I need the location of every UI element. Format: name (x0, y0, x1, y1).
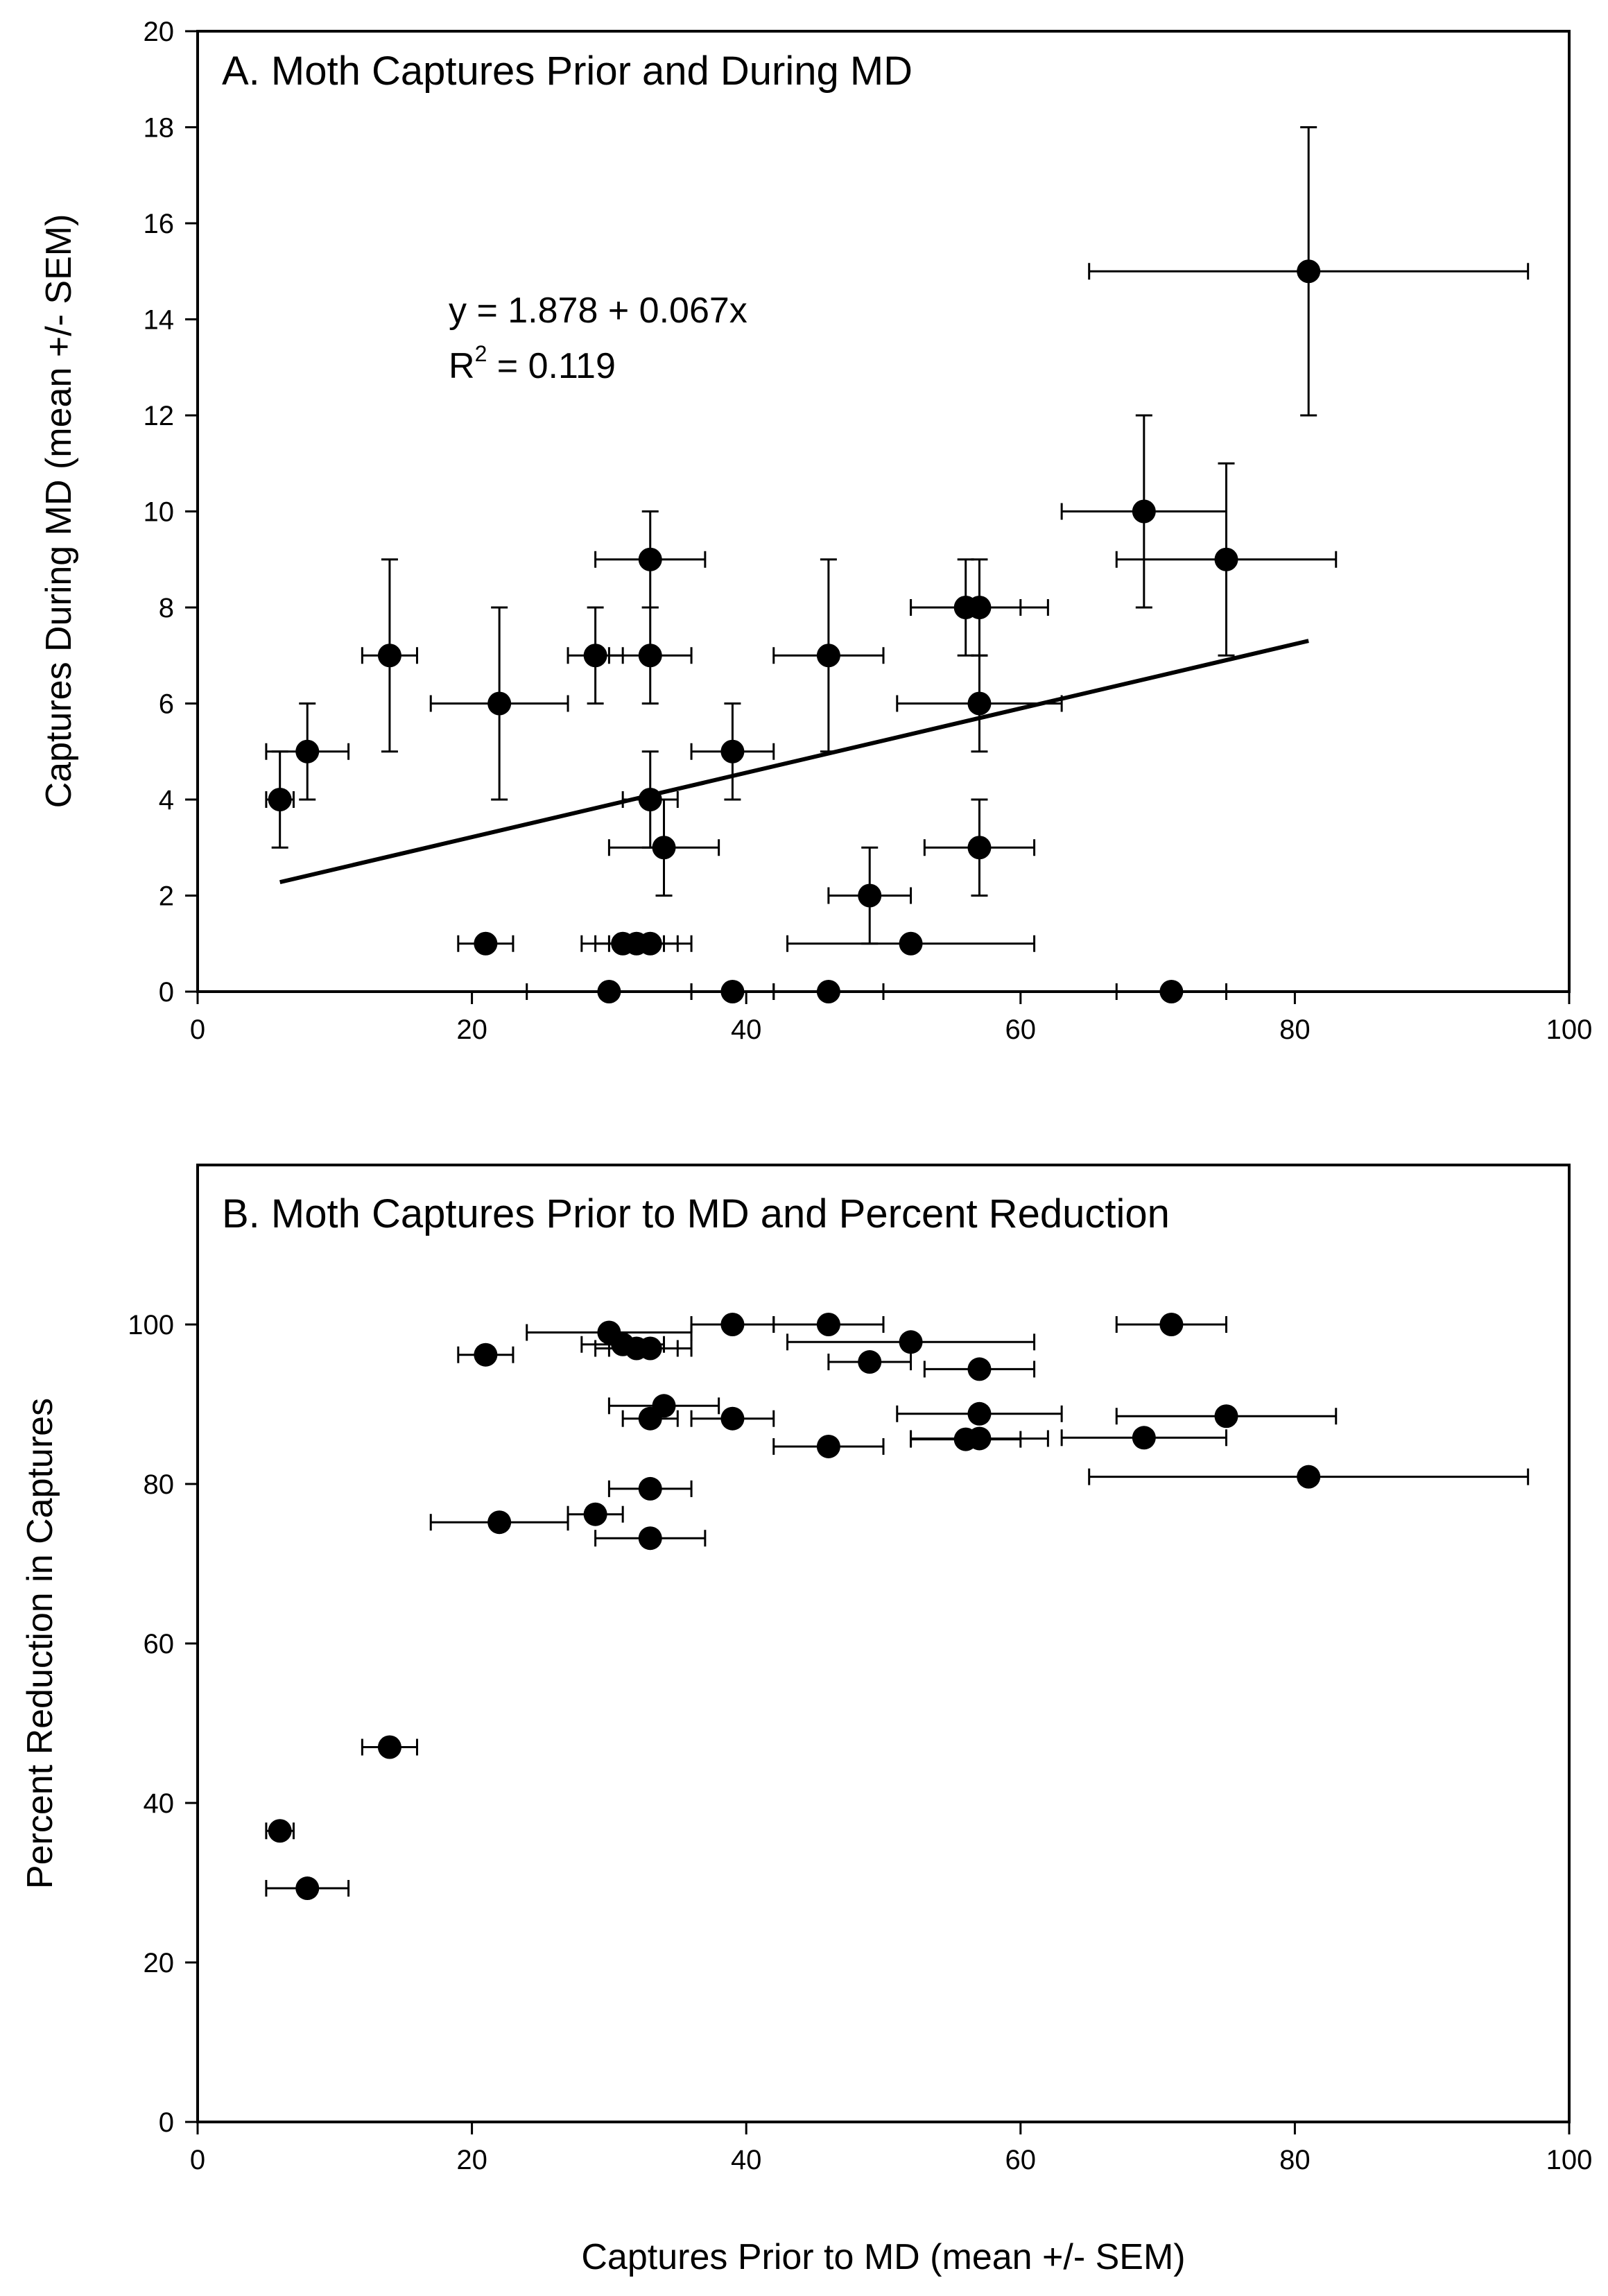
panel-a-data-point (1297, 259, 1321, 284)
panel-b-data-point (858, 1350, 882, 1374)
panel-a: 0 20 40 60 80 100 0 2 4 6 8 10 12 14 16 18 20 A. Moth Ca… (39, 17, 1592, 1045)
panel-a-data-point (1159, 980, 1184, 1003)
regression-equation: y = 1.878 + 0.067x (449, 291, 747, 331)
panel-a-data-point (1132, 499, 1156, 524)
panel-a-data-point (638, 644, 662, 668)
panel-a-data-point (816, 980, 840, 1003)
panel-b-data-point (638, 1476, 662, 1501)
panel-a-data-point (720, 739, 745, 763)
panel-a-data-point (1214, 547, 1238, 571)
panel-b-data-point (967, 1426, 992, 1451)
panel-b-y-tick-label: 60 (144, 1629, 175, 1659)
panel-b-data-point (899, 1330, 923, 1354)
panel-a-x-tick-label: 40 (731, 1015, 762, 1045)
panel-a-data-point (816, 644, 840, 668)
panel-a-data-point (967, 836, 992, 860)
panel-a-data-point (377, 644, 401, 668)
panel-a-y-tick-label: 0 (159, 977, 174, 1008)
panel-a-data-point (295, 739, 320, 763)
panel-b-x-tick-label: 100 (1546, 2145, 1593, 2175)
panel-a-y-tick-label: 6 (159, 689, 174, 720)
panel-b-data-point (487, 1510, 512, 1535)
panel-b-data-point (816, 1313, 840, 1336)
panel-a-y-tick-label: 14 (144, 305, 175, 336)
panel-b-data-point (268, 1819, 292, 1843)
panel-b-y-axis-title: Percent Reduction in Captures (20, 1398, 60, 1889)
r-squared-value: = 0.119 (487, 346, 616, 386)
panel-b-x-tick-label: 20 (456, 2145, 487, 2175)
panel-a-y-tick-label: 10 (144, 497, 175, 528)
panel-a-x-tick-label: 100 (1546, 1015, 1593, 1045)
panel-a-x-tick-label: 20 (456, 1015, 487, 1045)
panel-a-y-axis-title: Captures During MD (mean +/- SEM) (39, 214, 79, 809)
panel-a-y-tick-label: 12 (144, 401, 175, 431)
panel-b-y-tick-label: 40 (144, 1788, 175, 1819)
panel-a-x-tick-label: 60 (1005, 1015, 1037, 1045)
panel-a-x-tick-label: 0 (190, 1015, 205, 1045)
r-squared-prefix: R (449, 346, 475, 386)
panel-b-data-point (638, 1336, 662, 1361)
panel-b-x-tick-label: 40 (731, 2145, 762, 2175)
panel-b-y-tick-label: 0 (159, 2107, 174, 2138)
panel-a-y-tick-label: 2 (159, 881, 174, 912)
panel-b-x-tick-label: 0 (190, 2145, 205, 2175)
panel-a-data-point (638, 788, 662, 811)
panel-b-y-tick-label: 80 (144, 1469, 175, 1500)
panel-a-y-tick-label: 20 (144, 17, 175, 47)
panel-a-data-point (967, 691, 992, 716)
panel-b-y-tick-label: 20 (144, 1948, 175, 1978)
panel-a-data-point (268, 788, 292, 811)
panel-b-data-point (474, 1343, 498, 1367)
panel-b-data-point (583, 1502, 607, 1526)
panel-a-y-tick-label: 16 (144, 209, 175, 239)
panel-b-data-point (1159, 1313, 1184, 1336)
panel-b-x-axis-title: Captures Prior to MD (mean +/- SEM) (581, 2237, 1185, 2277)
panel-b-data-point (967, 1357, 992, 1381)
panel-a-data-point (638, 547, 662, 571)
panel-b-data-point (377, 1735, 401, 1759)
panel-b: 0 20 40 60 80 100 0 20 40 60 80 100 B. Moth Capture… (20, 1164, 1592, 2277)
panel-b-data-point (720, 1406, 745, 1431)
panel-b-marks: 0 20 40 60 80 100 0 20 40 60 80 100 (128, 1310, 1592, 2175)
panel-a-data-point (858, 883, 882, 908)
panel-a-data-point (720, 980, 745, 1003)
panel-b-data-point (1132, 1426, 1156, 1450)
panel-b-y-tick-label: 100 (128, 1310, 174, 1340)
panel-a-frame (196, 30, 1571, 993)
panel-a-data-point (967, 596, 992, 619)
panel-b-x-tick-label: 80 (1279, 2145, 1311, 2175)
panel-b-data-point (638, 1526, 662, 1551)
panel-b-data-point (816, 1434, 840, 1458)
panel-a-data-point (652, 836, 676, 860)
panel-a-data-point (597, 980, 621, 1003)
panel-a-data-point (474, 931, 498, 956)
panel-a-regression-line (279, 639, 1309, 885)
panel-a-x-tick-label: 80 (1279, 1015, 1311, 1045)
panel-b-data-point (720, 1313, 745, 1336)
panel-a-title: A. Moth Captures Prior and During MD (222, 49, 913, 94)
panel-a-y-tick-label: 4 (159, 785, 174, 815)
panel-a-data-point (583, 644, 607, 668)
panel-a-y-tick-label: 8 (159, 593, 174, 623)
panel-a-data-point (487, 691, 512, 716)
panel-b-data-point (295, 1876, 320, 1901)
panel-b-frame (196, 1164, 1571, 2123)
r-squared-sup: 2 (475, 341, 487, 366)
panel-b-data-point (1297, 1465, 1321, 1489)
panel-a-data-point (638, 931, 662, 956)
panel-a-data-point (899, 931, 923, 956)
panel-b-x-tick-label: 60 (1005, 2145, 1037, 2175)
panel-a-y-tick-label: 18 (144, 113, 175, 144)
panel-b-data-point (1214, 1404, 1238, 1428)
panel-b-data-point (967, 1401, 992, 1426)
r-squared-label: R2 = 0.119 (449, 341, 616, 386)
panel-b-data-point (652, 1394, 676, 1418)
panel-a-marks: 0 20 40 60 80 100 0 2 4 6 8 10 12 14 16 18 20 (144, 17, 1593, 1045)
panel-b-title: B. Moth Captures Prior to MD and Percent… (222, 1191, 1170, 1236)
